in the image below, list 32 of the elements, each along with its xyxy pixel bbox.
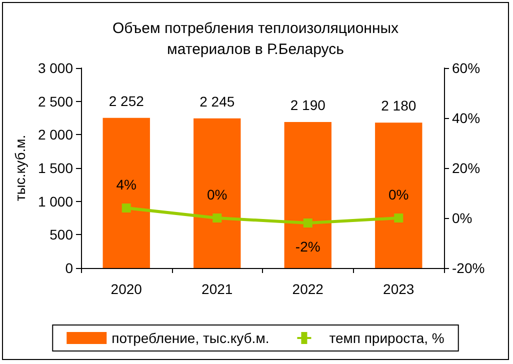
point — [303, 218, 312, 228]
point — [394, 214, 404, 222]
point — [122, 204, 131, 212]
x-tick-label: 2021 — [202, 281, 233, 297]
y-tick-label: 500 — [50, 226, 74, 243]
point — [212, 214, 222, 222]
x-tick-label: 2023 — [383, 281, 414, 297]
y-tick-label: 2 500 — [38, 93, 74, 110]
data-label: 2 252 — [108, 92, 144, 109]
y2-tick-label: 0% — [452, 210, 472, 226]
data-label: 0% — [207, 186, 228, 202]
y2-tick-label: 40% — [452, 110, 480, 126]
y2-tick-label: 60% — [452, 60, 480, 76]
y-tick-label: 1 000 — [38, 193, 74, 210]
data-label: 2 245 — [200, 93, 235, 110]
legend-label: темп прироста, % — [329, 330, 444, 346]
y-tick-label: 2 000 — [38, 126, 74, 143]
x-tick-label: 2020 — [110, 281, 142, 297]
y-tick-label: 3 000 — [38, 60, 74, 76]
data-label: 4% — [116, 176, 136, 192]
chart-title: Объем потребления теплоизоляционных материалов в Р.Беларусь — [112, 20, 400, 58]
data-label: -2% — [295, 238, 320, 254]
y-tick-label: 1 500 — [38, 160, 74, 176]
legend-label: потребление, тыс.куб.м. — [112, 330, 270, 346]
data-label: 0% — [388, 186, 409, 202]
y-tick-label: 0 — [65, 260, 74, 276]
y2-tick-label: -20% — [452, 260, 485, 276]
data-label: 2 190 — [290, 97, 326, 113]
data-label: 2 180 — [381, 98, 416, 114]
x-tick-label: 2022 — [292, 281, 324, 297]
y2-tick-label: 20% — [452, 160, 480, 176]
y-axis-title: тыс.куб.м. — [12, 134, 28, 202]
